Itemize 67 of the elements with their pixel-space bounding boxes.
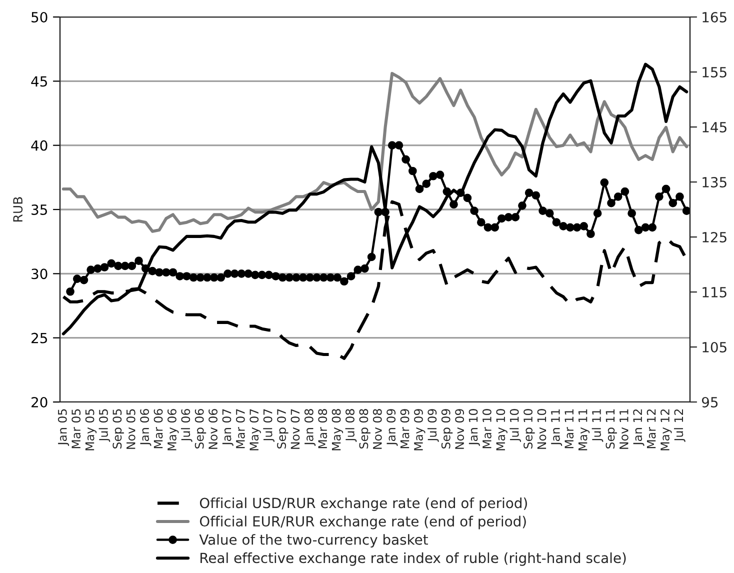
x-tick-label: Jan 11: [551, 409, 562, 446]
x-tick-label: Sep 09: [441, 409, 453, 448]
x-tick-label: May 05: [85, 409, 97, 450]
x-tick-label: Nov 05: [126, 409, 136, 449]
y-tick-label: 20: [32, 396, 48, 408]
y2-tick-label: 155: [702, 67, 726, 78]
y2-tick-label: 135: [702, 176, 726, 188]
x-tick-label: Sep 11: [606, 409, 617, 448]
y-tick-label: 40: [31, 140, 48, 151]
x-tick-label: Sep 07: [277, 409, 288, 448]
x-tick-label: May 06: [167, 408, 179, 450]
y-tick-label: 45: [31, 76, 47, 87]
x-tick-label: Jan 12: [633, 409, 644, 446]
y2-tick-label: 115: [702, 287, 726, 298]
x-tick-label: Mar 07: [236, 409, 245, 448]
x-tick-label: Mar 12: [646, 409, 656, 448]
x-tick-label: Nov 08: [372, 409, 382, 449]
x-tick-label: Mar 09: [400, 409, 410, 448]
x-tick-label: Mar 06: [154, 408, 163, 448]
y2-tick-label: 105: [702, 342, 726, 352]
y2-tick-label: 165: [702, 12, 726, 22]
x-tick-label: Jan 09: [386, 409, 398, 446]
x-tick-label: May 07: [250, 409, 261, 450]
x-tick-label: Nov 10: [537, 409, 546, 449]
y2-tick-label: 145: [702, 122, 726, 132]
x-tick-label: Sep 06: [194, 408, 206, 448]
x-tick-label: Jul 05: [98, 409, 110, 442]
y-tick-label: 50: [32, 12, 48, 22]
x-tick-label: Jan 07: [222, 409, 234, 446]
x-tick-label: Jan 06: [140, 408, 152, 446]
x-tick-label: Nov 09: [455, 409, 464, 449]
legend-label: Official EUR/RUR exchange rate (end of period): [200, 516, 526, 530]
x-tick-label: Jul 10: [510, 409, 521, 442]
legend-label: Real effective exchange rate index of ruble (right-hand scale): [200, 552, 626, 566]
x-tick-label: Jul 09: [427, 409, 439, 442]
x-tick-label: May 10: [496, 409, 508, 450]
x-tick-label: Mar 05: [72, 409, 81, 448]
legend-label: Official USD/RUR exchange rate (end of period): [200, 498, 527, 511]
x-tick-label: Jul 12: [674, 409, 686, 442]
x-tick-label: Nov 06: [208, 408, 218, 449]
line-series: [62, 72, 688, 233]
legend-label: Value of the two-currency basket: [199, 534, 428, 548]
y-tick-label: 35: [32, 204, 47, 215]
y-tick-label: 30: [32, 268, 48, 280]
x-tick-label: Jan 08: [304, 409, 316, 446]
y-tick-label: 25: [32, 332, 47, 344]
x-tick-label: Jul 06: [180, 408, 192, 442]
x-tick-label: May 11: [578, 409, 590, 450]
x-tick-label: Jul 11: [592, 409, 604, 442]
x-tick-label: Mar 11: [564, 409, 574, 448]
y-axis-title: RUB: [13, 197, 23, 222]
x-tick-label: Jul 07: [263, 409, 274, 442]
x-tick-label: Nov 07: [290, 409, 300, 449]
x-tick-label: Jul 08: [345, 409, 357, 442]
y2-tick-label: 125: [702, 232, 726, 242]
x-tick-label: Nov 11: [620, 409, 628, 449]
x-tick-label: Sep 08: [359, 409, 370, 448]
x-tick-label: May 08: [332, 409, 344, 450]
x-tick-label: May 09: [414, 409, 426, 450]
y2-tick-label: 95: [702, 396, 718, 408]
x-tick-label: Sep 05: [112, 409, 124, 448]
x-tick-label: Jan 05: [58, 409, 70, 446]
x-tick-label: Jan 10: [468, 409, 480, 446]
x-tick-label: Mar 08: [318, 409, 328, 448]
x-tick-label: Mar 10: [482, 409, 492, 448]
x-tick-label: Sep 10: [524, 409, 535, 448]
x-tick-label: May 12: [660, 409, 672, 450]
